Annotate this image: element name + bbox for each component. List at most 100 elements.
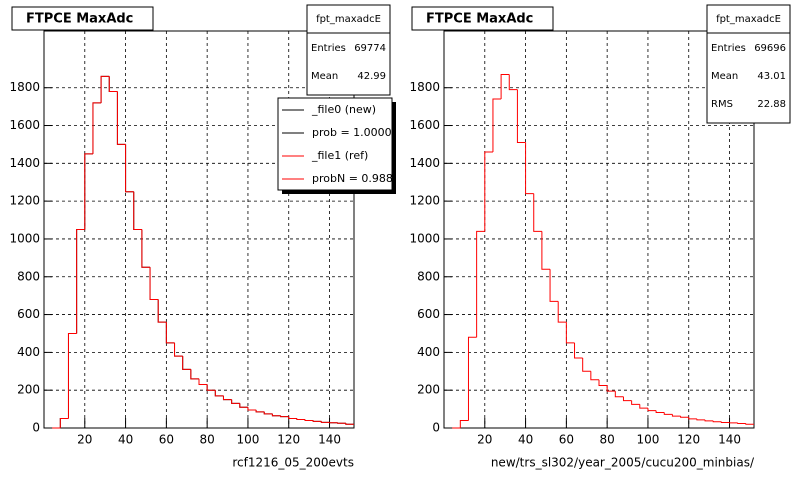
stats-box xyxy=(706,4,791,124)
histogram-step xyxy=(622,396,632,402)
histogram-step xyxy=(565,322,575,344)
y-tick-label: 1200 xyxy=(409,194,440,208)
histogram-step xyxy=(288,416,297,420)
plot-frame xyxy=(443,30,755,429)
x-tick-label: 20 xyxy=(477,433,492,447)
x-tick-label: 60 xyxy=(159,433,174,447)
y-tick-label: 1400 xyxy=(9,156,40,170)
histogram-step xyxy=(647,408,657,412)
y-tick-label: 0 xyxy=(32,421,40,435)
chart-title: FTPCE MaxAdc xyxy=(26,12,133,27)
histogram-step xyxy=(206,384,216,391)
histogram-step xyxy=(133,191,142,230)
title-box xyxy=(411,6,554,31)
y-tick-label: 1000 xyxy=(409,231,440,245)
x-tick-label: 20 xyxy=(77,433,92,447)
histogram-step xyxy=(737,422,746,424)
histogram-step xyxy=(76,229,85,334)
stats-label: Mean xyxy=(311,71,338,82)
histogram-step xyxy=(255,410,265,413)
histogram-step xyxy=(745,423,754,425)
legend-label: _file1 (ref) xyxy=(311,149,368,162)
histogram-step xyxy=(574,342,583,359)
stats-title: fpt_maxadcE xyxy=(716,14,781,25)
x-tick-label: 40 xyxy=(118,433,133,447)
histogram-step xyxy=(533,193,542,232)
legend-label: probN = 0.98830 xyxy=(312,172,407,185)
stats-label: Entries xyxy=(711,43,746,54)
histogram-step xyxy=(149,267,159,300)
histogram-step xyxy=(508,74,518,91)
y-tick-label: 200 xyxy=(17,383,40,397)
histogram-step xyxy=(696,418,706,421)
histogram-step xyxy=(712,420,722,423)
stats-value: 43.01 xyxy=(757,71,786,82)
histogram-step xyxy=(582,358,591,372)
histogram-step xyxy=(606,385,616,392)
stats-title: fpt_maxadcE xyxy=(316,14,381,25)
x-axis-label: rcf1216_05_200evts xyxy=(232,456,354,470)
y-tick-label: 200 xyxy=(417,383,440,397)
histogram-step xyxy=(320,421,330,423)
histogram-step xyxy=(516,89,526,144)
histogram-step xyxy=(108,76,118,92)
y-tick-label: 600 xyxy=(17,307,40,321)
y-tick-label: 1800 xyxy=(9,80,40,94)
histogram-step xyxy=(688,417,697,420)
legend: _file0 (new) prob = 1.000000 _file1 (ref) p… xyxy=(282,103,407,185)
stats-value: 69696 xyxy=(754,43,786,54)
x-tick-label: 140 xyxy=(718,433,741,447)
histogram-step xyxy=(525,142,534,195)
legend-label: _file0 (new) xyxy=(311,103,376,116)
x-axis-label: new/trs_sl302/year_2005/cucu200_minbias/ xyxy=(491,456,755,470)
x-tick-label: 60 xyxy=(559,433,574,447)
histogram-step xyxy=(84,153,93,230)
title-box xyxy=(11,6,154,31)
histogram-step xyxy=(296,418,306,420)
histogram-step xyxy=(541,231,551,270)
histogram-step xyxy=(222,395,232,401)
x-tick-label: 100 xyxy=(636,433,659,447)
histogram-step xyxy=(190,369,199,380)
x-tick-label: 100 xyxy=(236,433,259,447)
histogram-step xyxy=(492,98,502,152)
histogram-step xyxy=(459,419,469,428)
histogram-step xyxy=(631,400,640,405)
histogram-step xyxy=(141,229,151,268)
y-tick-label: 600 xyxy=(417,307,440,321)
histogram-step xyxy=(280,415,289,418)
histogram-step xyxy=(263,411,273,415)
histogram-step xyxy=(549,269,559,302)
histogram-step xyxy=(231,399,240,404)
x-tick-label: 120 xyxy=(277,433,300,447)
stats-value: 22.88 xyxy=(757,99,786,110)
stats-label: Mean xyxy=(711,71,738,82)
stats-label: Entries xyxy=(311,43,346,54)
y-tick-label: 800 xyxy=(417,269,440,283)
legend-box xyxy=(277,97,393,191)
histogram-step xyxy=(59,418,69,428)
x-tick-label: 80 xyxy=(600,433,615,447)
histogram-step xyxy=(239,403,248,408)
histogram-step xyxy=(125,144,134,193)
y-tick-label: 1400 xyxy=(409,156,440,170)
y-tick-label: 1600 xyxy=(409,118,440,132)
histogram-step xyxy=(271,413,281,417)
y-tick-label: 0 xyxy=(432,421,440,435)
histogram-step xyxy=(671,414,681,417)
histogram-step xyxy=(614,391,624,398)
stats-label: RMS xyxy=(711,99,733,110)
histogram-step xyxy=(484,151,493,232)
y-tick-label: 1200 xyxy=(9,194,40,208)
chart: 0 200 400 600 800 1000 1200 1400 1600 1800 20 40 60 8… xyxy=(9,4,407,470)
histogram-step xyxy=(67,332,77,419)
y-tick-label: 1800 xyxy=(409,80,440,94)
stats-value: 42.99 xyxy=(357,71,386,82)
y-tick-label: 800 xyxy=(17,269,40,283)
x-tick-label: 140 xyxy=(318,433,341,447)
histogram-step xyxy=(116,91,126,145)
x-tick-label: 80 xyxy=(200,433,215,447)
chart-title: FTPCE MaxAdc xyxy=(426,12,533,27)
plot-frame xyxy=(43,30,355,429)
